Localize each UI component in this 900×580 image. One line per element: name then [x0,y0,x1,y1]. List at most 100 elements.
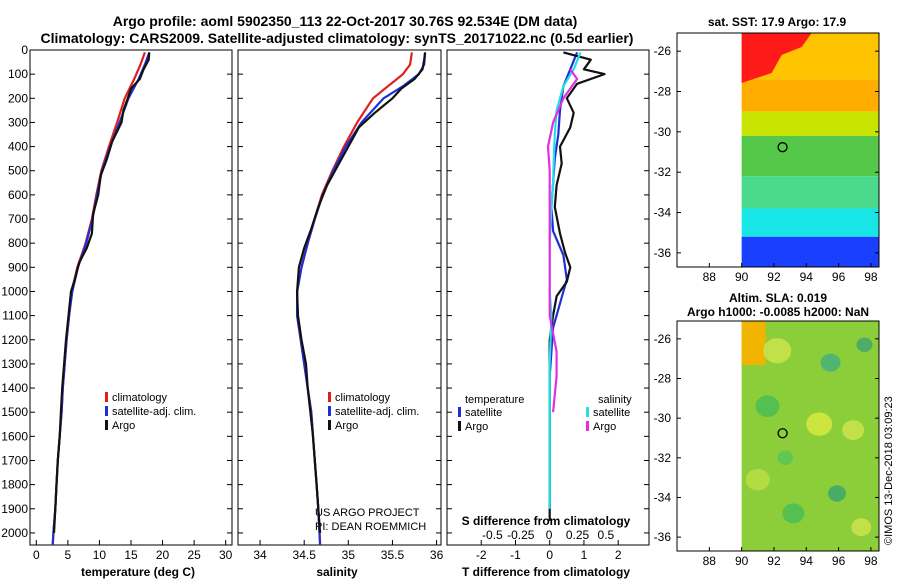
top-tick-label: -0.5 [482,528,503,542]
ytick-label: 700 [8,212,28,226]
legend-swatch [328,406,331,416]
map-ytick-label: -32 [654,165,672,179]
series-line-s-satellite [548,51,582,509]
map-ytick-label: -26 [654,44,672,58]
top-tick-label: 0.5 [598,528,615,542]
ytick-label: 1500 [1,405,28,419]
title-line2: Climatology: CARS2009. Satellite-adjuste… [41,30,634,46]
xtick-label: 1 [581,548,588,562]
map-ytick-label: -28 [654,85,672,99]
sst-band [741,111,879,136]
series-line-argo [296,52,427,533]
xtick-label: 0 [546,548,553,562]
xtick-label: 5 [65,548,72,562]
map-xtick-label: 90 [735,270,749,284]
legend-swatch [586,421,589,431]
imos-credit: ©IMOS 13-Dec-2018 03:09:23 [883,396,895,545]
legend-title-temperature: temperature [465,394,524,406]
sla-blob [827,485,846,502]
legend-label: satellite [593,407,630,419]
ytick-label: 1100 [2,309,28,323]
legend-label: climatology [335,392,391,404]
sla-map-title1: Altim. SLA: 0.019 [729,291,827,305]
legend-label: satellite-adj. clim. [335,406,419,418]
sst-band [741,135,879,177]
difference-panel: T difference from climatology S differen… [446,49,650,579]
legend-label: satellite [465,407,502,419]
sla-blob [777,450,794,466]
sla-map-title2: Argo h1000: -0.0085 h2000: NaN [687,305,869,319]
legend-label: satellite-adj. clim. [112,406,196,418]
sla-blob [782,503,805,524]
float-location-marker [777,428,788,439]
salinity-xlabel: salinity [316,565,358,579]
legend-swatch [105,392,108,402]
sla-blob [820,353,841,372]
map-border [676,32,880,268]
ytick-label: 1300 [1,357,28,371]
float-location-marker [777,142,788,153]
xtick-label: 36 [430,548,444,562]
ytick-label: 200 [8,91,28,105]
series-line-satellite-adj-clim- [51,52,151,546]
xtick-label: 34 [253,548,267,562]
map-xtick-label: 96 [832,554,846,568]
title-line1: Argo profile: aoml 5902350_113 22-Oct-20… [113,13,578,29]
legend-label: Argo [112,420,135,432]
series-line-argo [52,52,151,533]
sst-band [741,79,879,112]
map-xtick-label: 94 [800,270,814,284]
map-ytick-label: -36 [654,530,672,544]
sst-band [741,176,879,209]
sla-high-patch [741,321,766,365]
legend-swatch [458,407,461,417]
sst-map-panel: sat. SST: 17.9 Argo: 17.9 88 90 92 94 96 98 -2… [654,15,880,284]
xtick-label: 35.5 [381,548,405,562]
sla-map-panel: Altim. SLA: 0.019 Argo h1000: -0.0085 h2… [654,291,880,568]
xtick-label: 34.5 [293,548,317,562]
ytick-label: 900 [8,260,28,274]
sla-blob [842,420,865,440]
sst-warm-patch [741,33,812,83]
ytick-label: 400 [8,140,28,154]
ytick-label: 800 [8,236,28,250]
xtick-label: 0 [33,548,40,562]
map-ytick-label: -34 [654,490,672,504]
difference-xlabel: T difference from climatology [462,565,630,579]
map-xtick-label: 92 [767,554,781,568]
ytick-label: 1200 [1,333,28,347]
map-ytick-label: -30 [654,411,672,425]
ytick-label: 600 [8,188,28,202]
ytick-label: 1800 [1,478,28,492]
ytick-label: 0 [21,43,28,57]
salinity-axes-frame [237,49,442,546]
legend-swatch [105,420,108,430]
sla-blob [806,412,833,436]
xtick-label: 2 [615,548,622,562]
legend-swatch [458,421,461,431]
xtick-label: 25 [187,548,201,562]
ytick-label: 1600 [1,429,28,443]
ytick-label: 500 [8,164,28,178]
sla-blob [755,395,780,418]
legend-title-salinity: salinity [598,394,632,406]
legend-swatch [328,420,331,430]
salinity-panel: salinity US ARGO PROJECT PI: DEAN ROEMMI… [237,49,444,579]
credit-project: US ARGO PROJECT [315,507,420,519]
ytick-label: 2000 [1,526,28,540]
ytick-label: 1400 [1,381,28,395]
top-tick-label: -0.25 [507,528,535,542]
map-xtick-label: 88 [703,270,717,284]
map-xtick-label: 98 [864,270,878,284]
credit-pi: PI: DEAN ROEMMICH [315,521,426,533]
legend-swatch [105,406,108,416]
map-ytick-label: -28 [654,372,672,386]
xtick-label: 15 [124,548,138,562]
map-xtick-label: 92 [767,270,781,284]
legend-label: Argo [465,421,488,433]
temperature-panel: temperature (deg C) 0 5 10 15 20 25 3001002003… [1,43,232,579]
temperature-axes-frame [29,49,233,546]
map-ytick-label: -36 [654,246,672,260]
map-xtick-label: 88 [703,554,717,568]
